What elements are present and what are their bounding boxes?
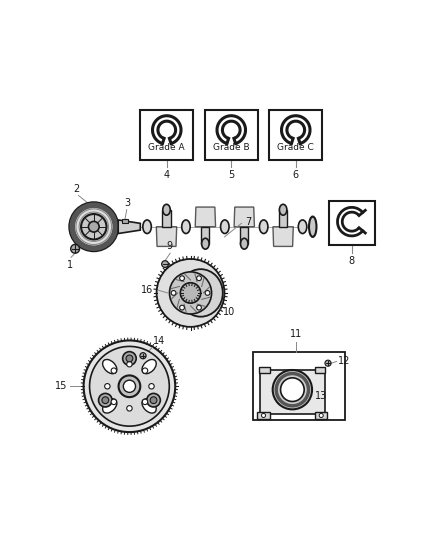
Ellipse shape xyxy=(201,238,209,249)
Circle shape xyxy=(157,259,224,327)
Ellipse shape xyxy=(179,269,223,317)
Text: 10: 10 xyxy=(223,306,235,317)
Circle shape xyxy=(102,397,109,403)
Circle shape xyxy=(111,399,117,405)
Circle shape xyxy=(126,355,133,362)
Bar xyxy=(253,352,345,420)
Ellipse shape xyxy=(240,238,248,249)
Circle shape xyxy=(150,397,157,403)
Circle shape xyxy=(89,346,170,426)
Circle shape xyxy=(140,353,146,359)
Ellipse shape xyxy=(142,399,156,413)
Text: 15: 15 xyxy=(55,381,67,391)
Circle shape xyxy=(127,406,132,411)
Circle shape xyxy=(71,245,80,253)
Ellipse shape xyxy=(182,220,190,233)
Circle shape xyxy=(205,290,210,295)
Polygon shape xyxy=(156,227,177,246)
Circle shape xyxy=(319,414,323,417)
Text: 6: 6 xyxy=(293,170,299,180)
Ellipse shape xyxy=(279,204,287,215)
Circle shape xyxy=(142,368,148,374)
Polygon shape xyxy=(118,220,140,233)
Bar xyxy=(315,413,327,418)
Circle shape xyxy=(197,276,201,280)
Ellipse shape xyxy=(102,399,117,413)
Circle shape xyxy=(142,399,148,405)
Text: 9: 9 xyxy=(166,241,172,251)
Circle shape xyxy=(127,361,132,367)
Circle shape xyxy=(123,352,136,365)
Circle shape xyxy=(119,375,140,397)
Circle shape xyxy=(124,380,135,392)
Polygon shape xyxy=(273,227,293,246)
Text: 7: 7 xyxy=(245,216,251,227)
Text: 5: 5 xyxy=(228,170,234,180)
Bar xyxy=(329,201,374,245)
Circle shape xyxy=(69,203,118,251)
Circle shape xyxy=(111,368,117,374)
Circle shape xyxy=(105,384,110,389)
Circle shape xyxy=(325,360,331,366)
Bar xyxy=(259,367,270,374)
Text: 8: 8 xyxy=(349,256,355,265)
Polygon shape xyxy=(201,227,209,244)
Circle shape xyxy=(81,214,106,239)
Circle shape xyxy=(99,393,112,407)
Circle shape xyxy=(197,305,201,310)
Text: 1: 1 xyxy=(67,260,73,270)
Circle shape xyxy=(147,393,160,407)
Ellipse shape xyxy=(102,359,117,374)
Text: Grade C: Grade C xyxy=(277,143,314,152)
Bar xyxy=(315,367,325,374)
Bar xyxy=(269,110,322,160)
Circle shape xyxy=(170,272,212,314)
Bar xyxy=(258,413,270,418)
Text: 4: 4 xyxy=(164,170,170,180)
Ellipse shape xyxy=(309,216,317,237)
Text: Grade A: Grade A xyxy=(148,143,185,152)
Circle shape xyxy=(180,305,184,310)
Ellipse shape xyxy=(163,204,170,215)
Circle shape xyxy=(149,384,154,389)
Circle shape xyxy=(162,261,169,268)
Polygon shape xyxy=(260,370,325,414)
Text: 2: 2 xyxy=(74,184,80,194)
Ellipse shape xyxy=(142,359,156,374)
Bar xyxy=(122,219,128,223)
Text: 13: 13 xyxy=(315,391,328,401)
Ellipse shape xyxy=(298,220,307,233)
Circle shape xyxy=(171,290,176,295)
Text: 12: 12 xyxy=(338,357,350,367)
Polygon shape xyxy=(240,227,248,244)
Circle shape xyxy=(281,378,304,401)
Bar xyxy=(205,110,258,160)
Polygon shape xyxy=(195,207,215,227)
Circle shape xyxy=(84,341,175,432)
Polygon shape xyxy=(234,207,254,227)
Polygon shape xyxy=(162,210,170,227)
Ellipse shape xyxy=(221,220,229,233)
Circle shape xyxy=(273,370,312,409)
Circle shape xyxy=(88,221,99,232)
Circle shape xyxy=(261,414,265,417)
Bar xyxy=(141,110,193,160)
Circle shape xyxy=(180,282,201,303)
Text: 3: 3 xyxy=(124,198,130,208)
Ellipse shape xyxy=(143,220,151,233)
Polygon shape xyxy=(279,210,287,227)
Text: 11: 11 xyxy=(290,329,302,340)
Text: 16: 16 xyxy=(141,285,153,295)
Ellipse shape xyxy=(259,220,268,233)
Text: 14: 14 xyxy=(153,336,166,346)
Circle shape xyxy=(180,276,184,280)
Text: Grade B: Grade B xyxy=(213,143,250,152)
